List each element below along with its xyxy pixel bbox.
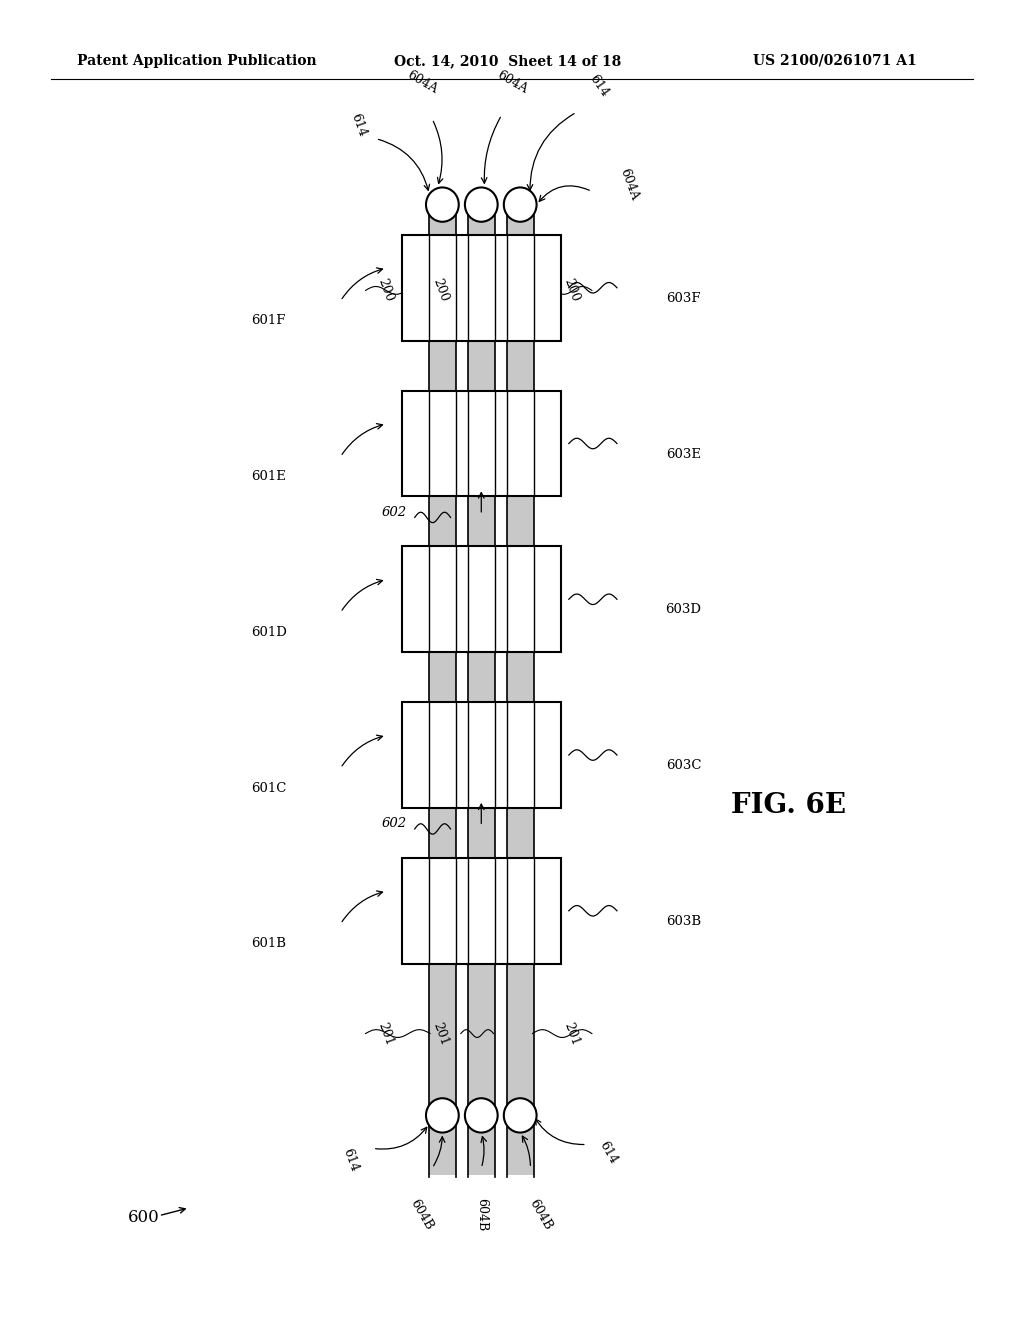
Text: 200: 200: [376, 277, 396, 304]
Text: 602: 602: [382, 506, 407, 519]
Text: 604B: 604B: [526, 1197, 555, 1232]
Bar: [507, 205, 534, 1175]
Text: 201: 201: [561, 1020, 582, 1047]
Bar: [401, 702, 561, 808]
Ellipse shape: [426, 1098, 459, 1133]
Text: 601E: 601E: [251, 470, 287, 483]
Text: 614: 614: [348, 112, 369, 139]
Text: Patent Application Publication: Patent Application Publication: [77, 54, 316, 67]
Text: 604A: 604A: [495, 69, 529, 96]
Bar: [401, 546, 561, 652]
Text: 601F: 601F: [252, 314, 286, 327]
Text: 600: 600: [127, 1209, 160, 1225]
Text: 602: 602: [382, 817, 407, 830]
Ellipse shape: [504, 1098, 537, 1133]
Text: 604B: 604B: [408, 1197, 436, 1232]
Bar: [401, 235, 561, 341]
Text: US 2100/0261071 A1: US 2100/0261071 A1: [753, 54, 916, 67]
Text: 601D: 601D: [251, 626, 287, 639]
Text: 201: 201: [430, 1020, 451, 1047]
Text: 200: 200: [430, 277, 451, 304]
Bar: [401, 858, 561, 964]
Text: 200: 200: [561, 277, 582, 304]
Text: 603F: 603F: [667, 292, 700, 305]
Text: 614: 614: [340, 1147, 360, 1173]
Ellipse shape: [465, 1098, 498, 1133]
Ellipse shape: [426, 187, 459, 222]
Text: FIG. 6E: FIG. 6E: [731, 792, 846, 818]
Text: 603E: 603E: [666, 447, 701, 461]
Bar: [429, 205, 456, 1175]
Text: 601C: 601C: [251, 781, 287, 795]
Ellipse shape: [504, 187, 537, 222]
Text: Oct. 14, 2010  Sheet 14 of 18: Oct. 14, 2010 Sheet 14 of 18: [394, 54, 622, 67]
Text: 603C: 603C: [666, 759, 701, 772]
Bar: [401, 391, 561, 496]
Text: 201: 201: [376, 1020, 396, 1047]
Text: 603D: 603D: [666, 603, 701, 616]
Text: 614: 614: [587, 71, 611, 99]
Text: 601B: 601B: [251, 937, 287, 950]
Text: 604A: 604A: [404, 69, 439, 96]
Ellipse shape: [465, 187, 498, 222]
Bar: [468, 205, 495, 1175]
Text: 603B: 603B: [666, 915, 701, 928]
Text: 604B: 604B: [475, 1197, 487, 1232]
Text: 614: 614: [597, 1139, 620, 1166]
Text: 604A: 604A: [617, 168, 641, 202]
